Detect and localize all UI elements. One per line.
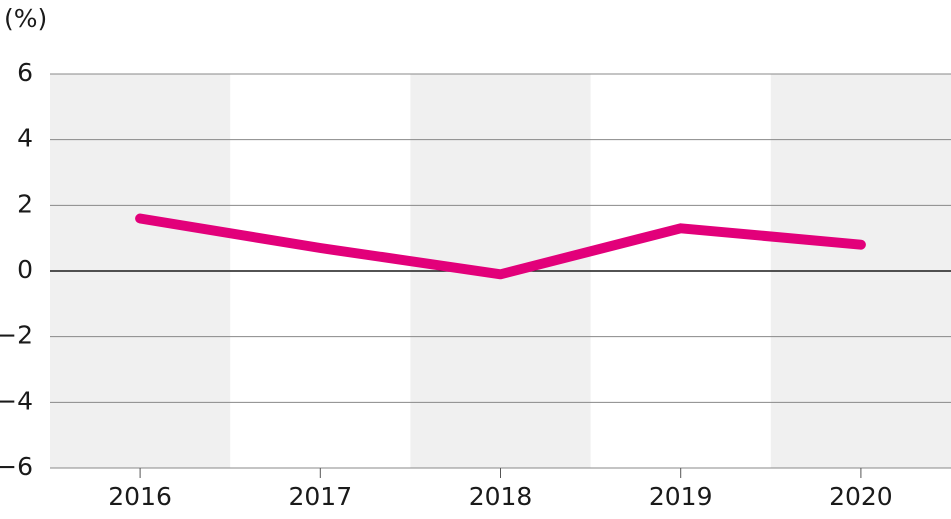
y-tick-label: −4 xyxy=(0,386,33,415)
x-tick-label: 2016 xyxy=(108,482,172,511)
y-tick-label: −2 xyxy=(0,321,33,350)
x-tick-label: 2019 xyxy=(649,482,713,511)
x-tick-label: 2017 xyxy=(288,482,352,511)
y-axis-label: (%) xyxy=(4,4,47,33)
x-tick-label: 2018 xyxy=(469,482,533,511)
y-tick-label: −6 xyxy=(0,452,33,481)
y-tick-label: 6 xyxy=(17,58,33,87)
y-tick-label: 4 xyxy=(17,124,33,153)
y-tick-label: 0 xyxy=(17,255,33,284)
y-tick-label: 2 xyxy=(17,189,33,218)
x-tick-label: 2020 xyxy=(829,482,893,511)
data-line xyxy=(135,213,866,280)
